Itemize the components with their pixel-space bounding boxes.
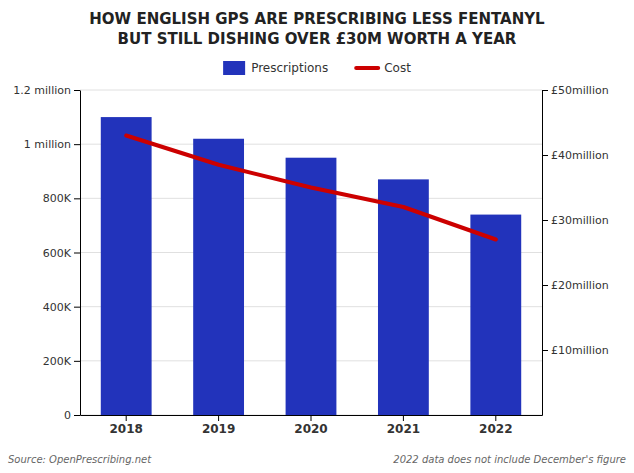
tick-label: 0 [64, 409, 71, 422]
tick-mark [74, 253, 80, 254]
chart: HOW ENGLISH GPS ARE PRESCRIBING LESS FEN… [0, 0, 634, 473]
tick-mark [542, 350, 548, 351]
tick-label: 2021 [387, 422, 420, 436]
bars [101, 117, 521, 415]
legend-item: Prescriptions [223, 61, 328, 75]
tick: £20million [542, 279, 609, 292]
tick-label: 2022 [479, 422, 512, 436]
tick-label: 2018 [109, 422, 142, 436]
tick-label: £20million [551, 279, 609, 292]
tick: 600K [43, 247, 80, 260]
title: HOW ENGLISH GPS ARE PRESCRIBING LESS FEN… [89, 10, 545, 28]
annotation: 2022 data does not include December's fi… [393, 454, 626, 465]
bar [470, 215, 521, 415]
legend-item: Cost [356, 61, 411, 75]
tick-mark [311, 415, 312, 421]
y-axis: 0 200K 400K 600K 800K 1 million 1.2 million [13, 84, 80, 422]
tick: £10million [542, 344, 609, 357]
tick-label: £40million [551, 149, 609, 162]
tick-label: 2019 [202, 422, 235, 436]
tick: 400K [43, 301, 80, 314]
tick: 2018 [109, 415, 142, 436]
tick-mark [74, 198, 80, 199]
tick-label: 400K [43, 301, 72, 314]
marks [101, 117, 521, 415]
tick: 2020 [294, 415, 327, 436]
tick-label: £30million [551, 214, 609, 227]
bar [101, 117, 152, 415]
tick-mark [126, 415, 127, 421]
tick-label: 200K [43, 355, 72, 368]
annotation: Source: OpenPrescribing.net [8, 454, 152, 465]
bar [286, 158, 337, 415]
grid-line [80, 90, 542, 91]
line [126, 136, 496, 240]
legend-swatch [356, 66, 378, 70]
tick-mark [542, 90, 548, 91]
plot: 0 200K 400K 600K 800K 1 million 1.2 million £10… [13, 84, 608, 436]
tick: 2019 [202, 415, 235, 436]
legend: Prescriptions Cost [223, 61, 411, 75]
axis-line [80, 91, 81, 416]
tick-mark [542, 220, 548, 221]
tick-mark [403, 415, 404, 421]
tick-label: £50million [551, 84, 609, 97]
tick-mark [495, 415, 496, 421]
legend-label: Prescriptions [251, 61, 328, 75]
tick: £40million [542, 149, 609, 162]
tick-label: 1 million [24, 138, 71, 151]
tick-mark [74, 144, 80, 145]
axis-line [542, 91, 543, 416]
tick: 200K [43, 355, 80, 368]
tick: 2021 [387, 415, 420, 436]
tick: 0 [64, 409, 80, 422]
tick-label: 2020 [294, 422, 327, 436]
tick: £50million [542, 84, 609, 97]
tick-mark [74, 307, 80, 308]
tick: 2022 [479, 415, 512, 436]
tick-mark [542, 285, 548, 286]
grid [80, 90, 542, 415]
tick-label: £10million [551, 344, 609, 357]
legend-label: Cost [384, 61, 411, 75]
tick: 1.2 million [13, 84, 80, 97]
tick: 800K [43, 192, 80, 205]
tick-mark [74, 361, 80, 362]
tick-mark [218, 415, 219, 421]
tick-label: 600K [43, 247, 72, 260]
tick-mark [542, 155, 548, 156]
legend-swatch [223, 61, 245, 75]
tick: £30million [542, 214, 609, 227]
y2-axis: £10million £20million £30million £40million… [542, 84, 609, 415]
tick-label: 1.2 million [13, 84, 71, 97]
tick-label: 800K [43, 192, 72, 205]
subtitle: BUT STILL DISHING OVER £30M WORTH A YEAR [118, 30, 517, 48]
x-axis: 2018 2019 2020 2021 2022 [81, 415, 543, 436]
tick: 1 million [24, 138, 80, 151]
tick-mark [74, 415, 80, 416]
bar [193, 139, 244, 415]
tick-mark [74, 90, 80, 91]
